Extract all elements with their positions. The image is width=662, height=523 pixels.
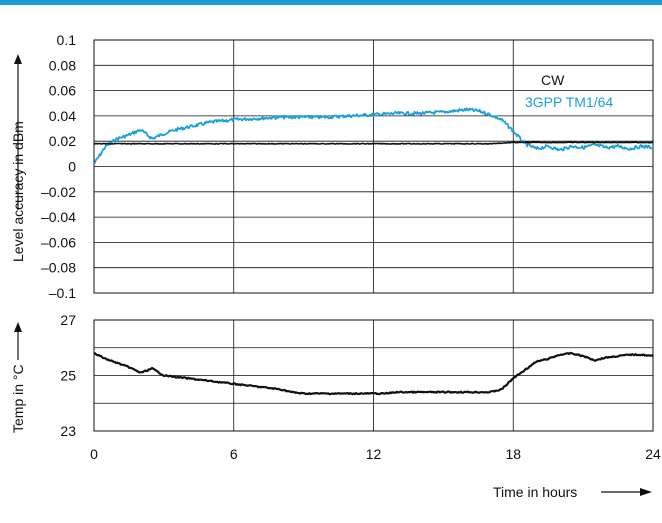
top-y-tick-label: –0.06: [41, 234, 76, 250]
legend: CW 3GPP TM1/64: [525, 72, 613, 110]
temperature-plot: 27 25 23 0 6 12 18 24: [60, 312, 661, 462]
bottom-plot-series: [93, 351, 654, 396]
top-y-tick-label: –0.1: [49, 285, 76, 301]
series-line-temperature: [93, 351, 654, 396]
top-accent-bar: [0, 0, 662, 5]
series-line-cw: [94, 141, 654, 145]
x-tick-label: 12: [366, 446, 382, 462]
top-y-tick-labels: 0.1 0.08 0.06 0.04 0.02 0 –0.02 –0.04 –0.06 –0.08…: [41, 32, 76, 301]
x-axis-title: Time in hours: [493, 484, 652, 500]
top-y-axis-arrow-head: [14, 54, 22, 64]
series-line-3gpp-tm1-64: [93, 107, 654, 165]
legend-entry-cw: CW: [541, 72, 565, 88]
top-y-tick-label: 0.06: [49, 83, 76, 99]
x-axis-label: Time in hours: [493, 484, 577, 500]
top-y-tick-label: –0.08: [41, 260, 76, 276]
x-tick-label: 0: [90, 446, 98, 462]
top-y-tick-label: 0.02: [49, 133, 76, 149]
bottom-y-tick-label: 25: [60, 368, 76, 384]
top-y-tick-label: –0.04: [41, 209, 76, 225]
top-plot-grid: [93, 39, 654, 294]
bottom-y-tick-label: 23: [60, 423, 76, 439]
top-y-tick-label: 0.1: [57, 32, 77, 48]
x-axis-arrow-head: [640, 488, 652, 496]
top-y-axis-title: Level accuracy in dBm: [10, 54, 26, 262]
x-tick-label: 18: [505, 446, 521, 462]
level-accuracy-plot: 0.1 0.08 0.06 0.04 0.02 0 –0.02 –0.04 –0.06 –0.08…: [41, 32, 654, 301]
bottom-y-tick-label: 27: [60, 312, 76, 328]
x-tick-labels: 0 6 12 18 24: [90, 446, 661, 462]
x-tick-label: 6: [230, 446, 238, 462]
bottom-y-tick-labels: 27 25 23: [60, 312, 76, 439]
top-y-tick-label: 0.04: [49, 108, 76, 124]
top-plot-series: [93, 107, 654, 165]
top-y-tick-label: 0.08: [49, 57, 76, 73]
bottom-y-axis-label: Temp in °C: [10, 364, 26, 433]
legend-entry-3gpp: 3GPP TM1/64: [525, 94, 613, 110]
bottom-plot-grid: [93, 319, 654, 432]
bottom-y-axis-arrow-head: [14, 322, 22, 332]
x-tick-label: 24: [645, 446, 661, 462]
bottom-y-axis-title: Temp in °C: [10, 322, 26, 433]
top-y-tick-label: –0.02: [41, 184, 76, 200]
top-y-tick-label: 0: [68, 159, 76, 175]
